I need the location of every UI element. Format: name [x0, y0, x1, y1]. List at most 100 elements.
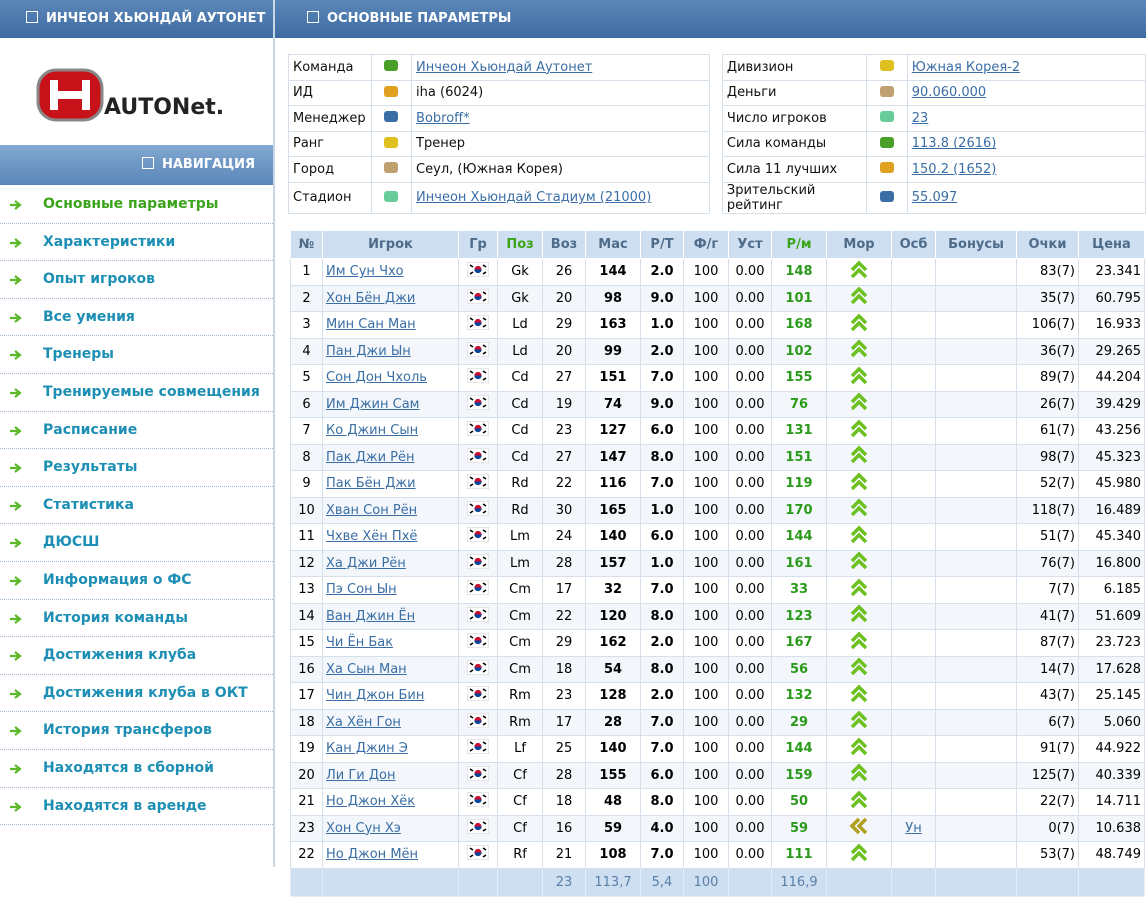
cell: Cf: [497, 788, 543, 816]
cell: [826, 761, 892, 789]
cell: [935, 284, 1017, 312]
nav-item[interactable]: Информация о ФС: [0, 562, 273, 600]
nav-item[interactable]: Находятся в аренде: [0, 788, 273, 826]
info-link[interactable]: 113.8 (2616): [911, 136, 997, 152]
cell: [826, 602, 892, 630]
player-row: 3 Мин Сан Ман Ld 29 163 1.0 100 0.00 168 106(7) 16…: [290, 311, 1145, 339]
cell: 119: [771, 470, 827, 498]
cell: 7.0: [640, 735, 684, 763]
player-link[interactable]: Кан Джин Э: [326, 741, 408, 757]
player-row: 1 Им Сун Чхо Gk 26 144 2.0 100 0.00 148 83(7) 23.3…: [290, 258, 1145, 286]
info-icon: [370, 105, 413, 132]
cell: [891, 655, 936, 683]
morale-up: [850, 419, 868, 437]
player-link[interactable]: Чи Ён Бак: [326, 635, 394, 651]
cell: 0.00: [728, 602, 772, 630]
cell: Пан Джи Ын: [322, 337, 459, 365]
player-link[interactable]: Пан Джи Ын: [326, 343, 411, 359]
cell: 39.429: [1078, 390, 1145, 418]
player-link[interactable]: Пэ Сон Ын: [326, 582, 397, 598]
cell: 29: [771, 708, 827, 736]
cell: 9.0: [640, 390, 684, 418]
nav-item[interactable]: Основные параметры: [0, 186, 273, 224]
nav-item[interactable]: Тренеры: [0, 336, 273, 374]
cell: 159: [771, 761, 827, 789]
nav-item[interactable]: Расписание: [0, 412, 273, 450]
nav-item[interactable]: Достижения клуба: [0, 637, 273, 675]
morale-up: [850, 339, 868, 358]
flag: [466, 659, 490, 676]
nav-item[interactable]: Статистика: [0, 487, 273, 525]
cell: 18: [290, 708, 323, 736]
cell: [935, 735, 1017, 763]
info-link[interactable]: 23: [911, 110, 929, 126]
player-link[interactable]: Ван Джин Ён: [326, 608, 416, 624]
player-link[interactable]: Но Джон Мён: [326, 847, 419, 863]
flag: [466, 314, 490, 331]
flag: [466, 394, 490, 411]
player-link[interactable]: Ха Джи Рён: [326, 555, 406, 571]
player-link[interactable]: Хван Сон Рён: [326, 502, 418, 518]
player-link[interactable]: Чхве Хён Пхё: [326, 529, 418, 545]
cell: [891, 470, 936, 498]
cell: Пак Джи Рён: [322, 443, 459, 471]
info-link[interactable]: Bobroff*: [416, 110, 470, 126]
nav-item[interactable]: Опыт игроков: [0, 261, 273, 299]
nav-item[interactable]: Все умения: [0, 299, 273, 337]
sidebar: ИНЧЕОН ХЬЮНДАЙ АУТОНЕТ AUTONet. НАВИГАЦИ…: [0, 0, 275, 867]
player-row: 19 Кан Джин Э Lf 25 140 7.0 100 0.00 144 91(7) 44.…: [290, 735, 1145, 763]
cell: 140: [585, 523, 641, 551]
info-link[interactable]: 90.060.000: [911, 85, 987, 101]
cell: 100: [683, 576, 729, 604]
player-link[interactable]: Сон Дон Чхоль: [326, 370, 427, 386]
player-link[interactable]: Им Сун Чхо: [326, 264, 404, 280]
osb-link[interactable]: Ун: [905, 820, 922, 836]
player-link[interactable]: Хон Бён Джи: [326, 290, 416, 306]
nav-item[interactable]: Достижения клуба в ОКТ: [0, 675, 273, 713]
info-icon: [370, 79, 413, 106]
nav-item[interactable]: Характеристики: [0, 224, 273, 262]
nav-item[interactable]: ДЮСШ: [0, 524, 273, 562]
cell: 167: [771, 629, 827, 657]
morale-up: [850, 392, 868, 411]
cell: 100: [683, 523, 729, 551]
info-link[interactable]: 55.097: [911, 190, 958, 205]
player-link[interactable]: Пак Джи Рён: [326, 449, 415, 465]
player-link[interactable]: Чин Джон Бин: [326, 688, 425, 704]
player-link[interactable]: Ли Ги Дон: [326, 767, 396, 783]
cell: 32: [585, 576, 641, 604]
player-link[interactable]: Им Джин Сам: [326, 396, 420, 412]
player-link[interactable]: Хон Сун Хэ: [326, 820, 401, 836]
column-header: Осб: [891, 230, 936, 259]
player-link[interactable]: Ха Хён Гон: [326, 714, 401, 730]
nav-item[interactable]: Тренируемые совмещения: [0, 374, 273, 412]
player-row: 18 Ха Хён Гон Rm 17 28 7.0 100 0.00 29 6(7) 5.060: [290, 708, 1145, 736]
nav-item[interactable]: Результаты: [0, 449, 273, 487]
player-link[interactable]: Ха Сын Ман: [326, 661, 407, 677]
cell: 147: [585, 443, 641, 471]
cell: 16.933: [1078, 311, 1145, 339]
cell: [935, 470, 1017, 498]
cell: 125(7): [1016, 761, 1079, 789]
nav-item[interactable]: Находятся в сборной: [0, 750, 273, 788]
info-link[interactable]: Инчеон Хьюндай Аутонет: [416, 59, 593, 75]
player-link[interactable]: Но Джон Хёк: [326, 794, 416, 810]
cell: 2: [290, 284, 323, 312]
player-link[interactable]: Мин Сан Ман: [326, 317, 416, 333]
info-link[interactable]: 150.2 (1652): [911, 161, 997, 177]
nav-item[interactable]: История трансферов: [0, 712, 273, 750]
info-label: Дивизион: [721, 54, 867, 81]
cell: 35(7): [1016, 284, 1079, 312]
info-link[interactable]: Южная Корея-2: [911, 59, 1021, 75]
cell: [458, 390, 498, 418]
cell: Сон Дон Чхоль: [322, 364, 459, 392]
cell: [891, 629, 936, 657]
nav-item[interactable]: История команды: [0, 600, 273, 638]
info-link[interactable]: Инчеон Хьюндай Стадиум (21000): [416, 190, 652, 205]
info-row: Стадион Инчеон Хьюндай Стадиум (21000) Зри…: [288, 181, 1146, 214]
player-link[interactable]: Пак Бён Джи: [326, 476, 416, 492]
player-link[interactable]: Ко Джин Сын: [326, 423, 419, 439]
cell: 29: [542, 629, 586, 657]
cell: 100: [683, 602, 729, 630]
